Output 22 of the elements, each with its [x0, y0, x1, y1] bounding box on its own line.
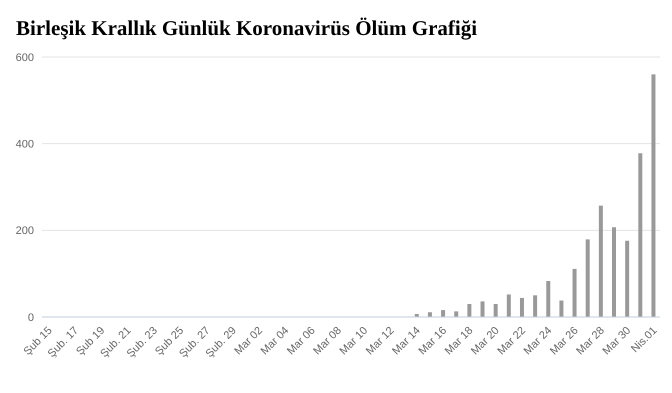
bar: [506, 294, 511, 317]
bar: [612, 227, 616, 317]
bar: [533, 295, 538, 317]
bar: [559, 300, 564, 317]
bar: [572, 268, 577, 317]
bar: [546, 281, 550, 317]
bar: [651, 74, 656, 317]
bar: [480, 301, 485, 317]
y-tick-label: 400: [16, 138, 34, 151]
bar: [494, 304, 498, 317]
bar: [441, 310, 446, 317]
bar: [625, 240, 630, 317]
bar: [638, 153, 642, 317]
y-tick-label: 200: [16, 225, 34, 238]
chart-title: Birleşik Krallık Günlük Koronavirüs Ölüm Grafiği: [15, 15, 478, 42]
bar: [467, 304, 472, 317]
bar: [586, 239, 590, 317]
bar: [520, 298, 524, 317]
y-tick-label: 600: [16, 52, 34, 64]
y-tick-label: 0: [28, 312, 34, 324]
bar: [428, 312, 432, 317]
bar: [598, 206, 603, 317]
